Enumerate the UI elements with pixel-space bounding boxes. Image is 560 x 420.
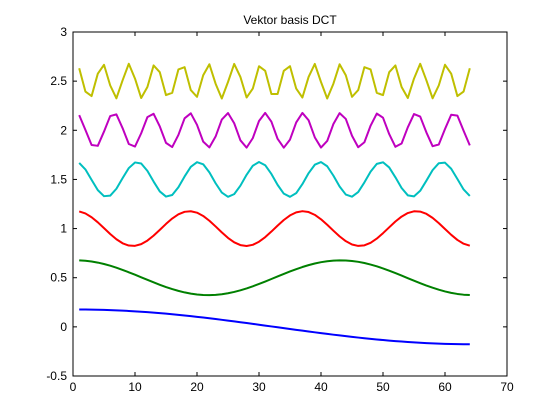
series-line-2 <box>79 259 470 297</box>
x-tick-label-0: 0 <box>70 380 77 394</box>
x-tick-label-6: 60 <box>438 380 452 394</box>
series-line-5 <box>78 111 471 149</box>
series-line-3 <box>78 210 471 247</box>
series-layer <box>78 62 471 346</box>
y-tick-label-3: 1 <box>60 222 67 236</box>
y-tick-label-2: 0.5 <box>50 271 67 285</box>
y-tick-label-6: 2.5 <box>50 74 67 88</box>
y-tick-label-7: 3 <box>60 25 67 39</box>
chart-title: Vektor basis DCT <box>243 13 337 27</box>
x-tick-label-5: 50 <box>376 380 390 394</box>
ticks-layer: 0 10 20 30 40 50 60 70-0.500.511.522.53 <box>46 25 514 394</box>
series-line-4 <box>78 161 471 198</box>
series-line-1 <box>79 308 470 346</box>
plot-area <box>73 32 507 376</box>
x-tick-label-4: 40 <box>314 380 328 394</box>
y-tick-label-0: -0.5 <box>46 369 67 383</box>
series-line-6 <box>78 62 471 100</box>
y-tick-label-5: 2 <box>60 123 67 137</box>
x-tick-label-2: 20 <box>190 380 204 394</box>
x-tick-label-7: 70 <box>500 380 514 394</box>
y-tick-label-4: 1.5 <box>50 172 67 186</box>
plot-frame <box>72 31 508 377</box>
y-tick-label-1: 0 <box>60 320 67 334</box>
x-tick-label-3: 30 <box>252 380 266 394</box>
x-tick-label-1: 10 <box>128 380 142 394</box>
